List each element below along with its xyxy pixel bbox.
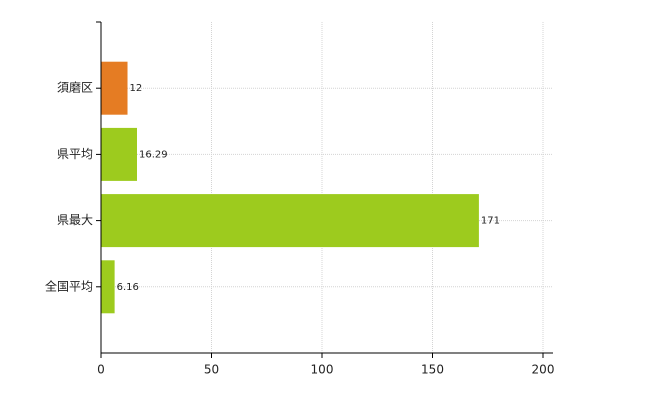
x-tick-label: 200 xyxy=(532,363,555,377)
value-label: 6.16 xyxy=(117,282,139,293)
y-tick-label: 県最大 xyxy=(57,213,93,227)
x-tick-label: 100 xyxy=(311,363,334,377)
x-tick-label: 50 xyxy=(204,363,219,377)
value-label: 171 xyxy=(481,216,500,227)
value-label: 16.29 xyxy=(139,149,168,160)
bar xyxy=(101,260,115,314)
bar xyxy=(101,61,128,115)
x-tick-label: 150 xyxy=(421,363,444,377)
bar xyxy=(101,194,479,248)
y-tick-label: 県平均 xyxy=(57,147,93,161)
bar xyxy=(101,127,138,181)
y-tick-label: 全国平均 xyxy=(45,278,93,293)
x-tick-label: 0 xyxy=(97,363,105,377)
value-label: 12 xyxy=(130,83,143,94)
y-tick-label: 須磨区 xyxy=(57,81,93,95)
